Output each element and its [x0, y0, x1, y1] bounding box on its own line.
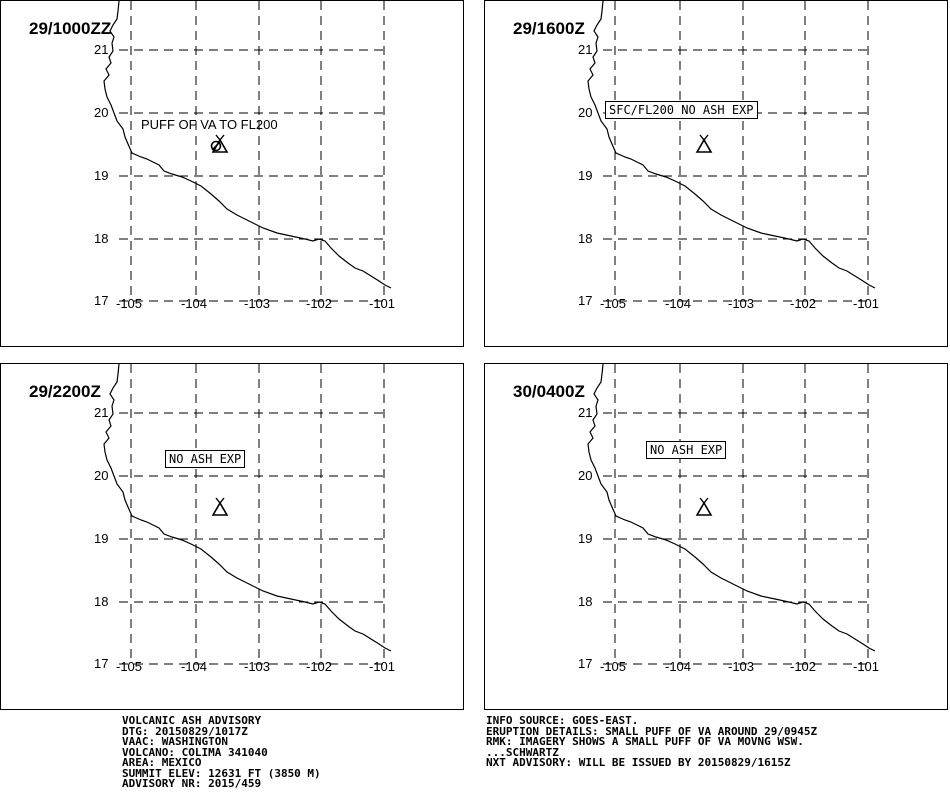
ash-annotation: NO ASH EXP — [646, 441, 727, 459]
footer-line: ADVISORY NR: 2015/459 — [122, 777, 262, 790]
latitude-label: 19 — [578, 531, 593, 546]
latitude-label: 18 — [578, 231, 593, 246]
footer-line: ...SCHWARTZ — [486, 745, 559, 759]
ash-puff-icon — [210, 140, 222, 152]
latitude-label: 19 — [94, 168, 109, 183]
latitude-label: 20 — [94, 468, 109, 483]
panel-title: 29/1600Z — [513, 19, 585, 38]
footer-line: AREA: MEXICO — [122, 756, 202, 769]
map-panel-3: 29/2200Z NO ASH EXP -105 -104 -103 -102 -101… — [0, 363, 464, 710]
map-panel-2: 29/1600Z SFC/FL200 NO ASH EXP -105 -104 -1… — [484, 0, 948, 347]
latitude-label: 19 — [578, 168, 593, 183]
coastline — [103, 1, 392, 289]
advisory-info-left: VOLCANIC ASH ADVISORY DTG: 20150829/1017… — [122, 714, 321, 790]
map-canvas — [103, 364, 392, 665]
latitude-label: 20 — [94, 105, 109, 120]
latitude-label: 17 — [94, 293, 109, 308]
map-canvas — [103, 1, 392, 302]
longitude-label: -102 — [790, 296, 817, 311]
footer-line: SUMMIT ELEV: 12631 FT (3850 M) — [122, 766, 321, 780]
latitude-label: 17 — [578, 656, 593, 671]
longitude-label: -105 — [600, 659, 627, 674]
map-panel-4: 30/0400Z NO ASH EXP -105 -104 -103 -102 -101… — [484, 363, 948, 710]
latitude-label: 21 — [578, 405, 593, 420]
ash-annotation: PUFF OF VA TO FL200 — [141, 117, 278, 132]
latitude-label: 20 — [578, 105, 593, 120]
latitude-label: 20 — [578, 468, 593, 483]
latitude-label: 18 — [94, 594, 109, 609]
longitude-label: -102 — [306, 296, 333, 311]
longitude-label: -105 — [116, 659, 143, 674]
map-canvas — [587, 364, 876, 665]
volcano-icon — [211, 497, 229, 516]
longitude-label: -101 — [853, 659, 880, 674]
longitude-label: -102 — [790, 659, 817, 674]
footer-line: DTG: 20150829/1017Z — [122, 724, 248, 738]
longitude-label: -104 — [665, 659, 692, 674]
ash-annotation: SFC/FL200 NO ASH EXP — [605, 101, 758, 119]
latitude-label: 17 — [94, 656, 109, 671]
ash-annotation: NO ASH EXP — [165, 450, 246, 468]
longitude-label: -101 — [369, 296, 396, 311]
panel-title: 30/0400Z — [513, 382, 585, 401]
footer-line: NXT ADVISORY: WILL BE ISSUED BY 20150829… — [486, 756, 791, 769]
footer-line: VAAC: WASHINGTON — [122, 735, 228, 748]
latitude-label: 19 — [94, 531, 109, 546]
footer-line: ERUPTION DETAILS: SMALL PUFF OF VA AROUN… — [486, 724, 818, 738]
footer-line: VOLCANO: COLIMA 341040 — [122, 745, 268, 759]
longitude-label: -102 — [306, 659, 333, 674]
panel-title: 29/1000ZZ — [29, 19, 112, 38]
longitude-label: -104 — [181, 296, 208, 311]
longitude-label: -103 — [728, 296, 755, 311]
volcano-icon — [695, 497, 713, 516]
longitude-label: -103 — [244, 659, 271, 674]
latitude-label: 18 — [94, 231, 109, 246]
map-panel-1: 29/1000ZZ PUFF OF VA TO FL200 -105 -104 -1… — [0, 0, 464, 347]
longitude-label: -105 — [600, 296, 627, 311]
latitude-label: 21 — [94, 405, 109, 420]
map-canvas — [587, 1, 876, 302]
latitude-label: 21 — [94, 42, 109, 57]
volcano-icon — [695, 134, 713, 153]
latitude-label: 21 — [578, 42, 593, 57]
longitude-label: -104 — [181, 659, 208, 674]
longitude-label: -101 — [369, 659, 396, 674]
advisory-info-right: INFO SOURCE: GOES-EAST. ERUPTION DETAILS… — [486, 714, 818, 769]
longitude-label: -101 — [853, 296, 880, 311]
footer-line: RMK: IMAGERY SHOWS A SMALL PUFF OF VA MO… — [486, 735, 804, 748]
panel-title: 29/2200Z — [29, 382, 101, 401]
longitude-label: -103 — [244, 296, 271, 311]
footer-line: VOLCANIC ASH ADVISORY — [122, 714, 262, 727]
coastline — [587, 1, 876, 289]
longitude-label: -103 — [728, 659, 755, 674]
coastline — [103, 364, 392, 652]
latitude-label: 18 — [578, 594, 593, 609]
longitude-label: -105 — [116, 296, 143, 311]
coastline — [587, 364, 876, 652]
footer-line: INFO SOURCE: GOES-EAST. — [486, 714, 639, 727]
longitude-label: -104 — [665, 296, 692, 311]
latitude-label: 17 — [578, 293, 593, 308]
